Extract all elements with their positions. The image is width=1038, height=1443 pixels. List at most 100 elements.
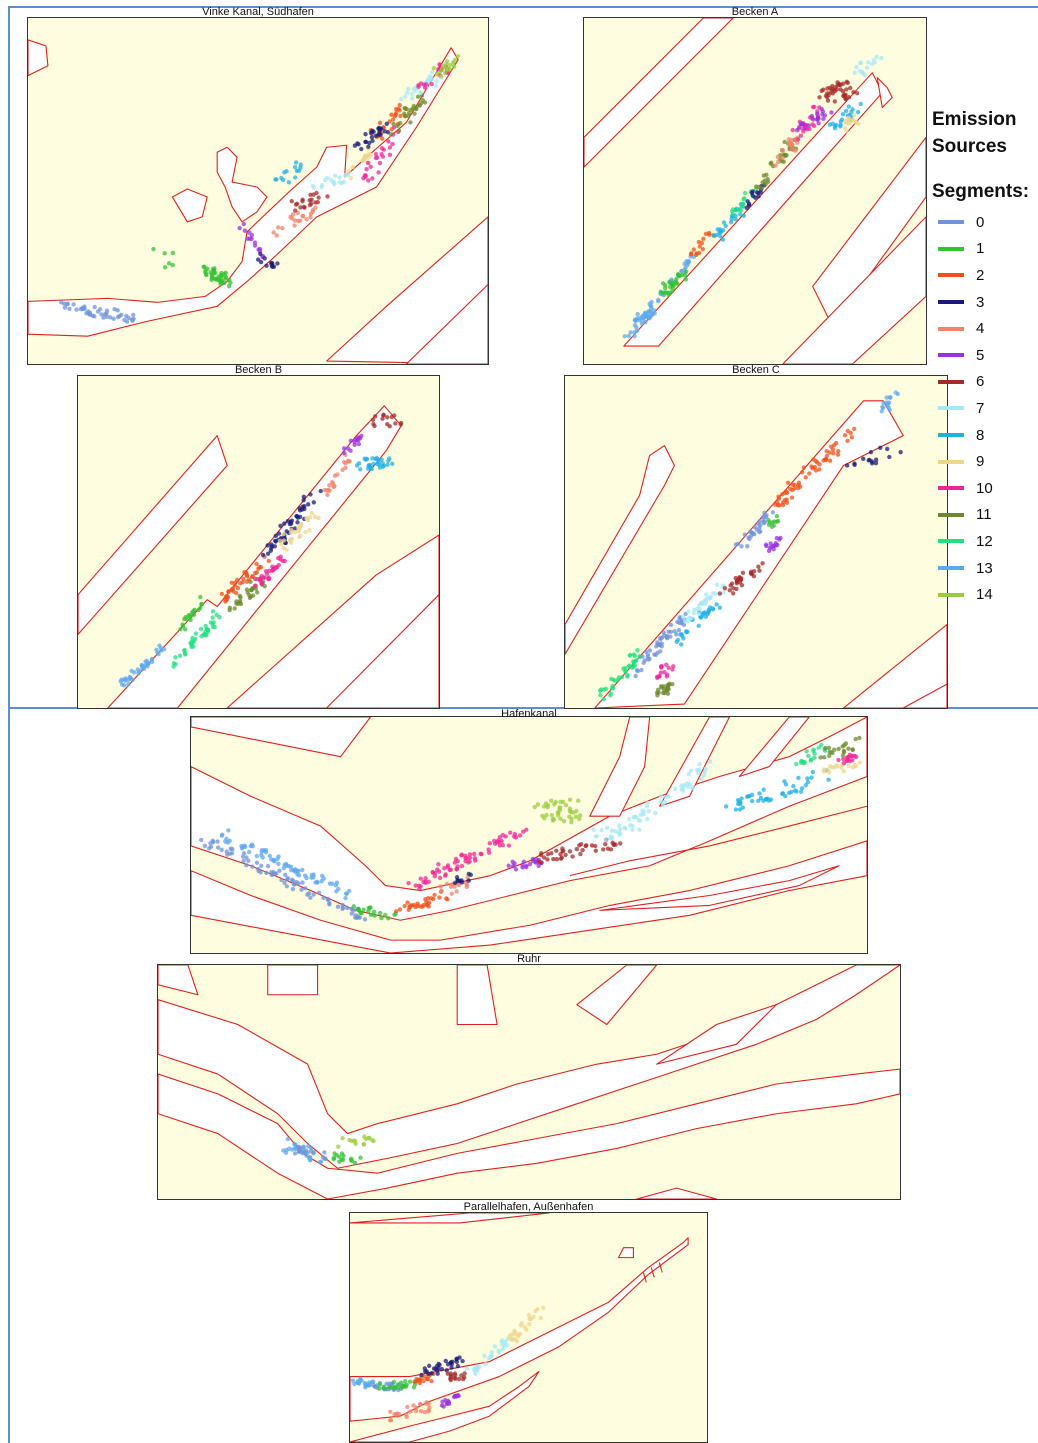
- emission-point: [734, 579, 740, 584]
- emission-point: [154, 647, 159, 652]
- emission-point: [857, 735, 862, 741]
- emission-point: [675, 637, 681, 643]
- emission-point: [420, 97, 425, 103]
- legend-swatch: [938, 379, 964, 384]
- emission-point: [213, 270, 218, 276]
- emission-point: [664, 672, 670, 677]
- emission-point: [815, 115, 821, 121]
- emission-point: [817, 467, 822, 472]
- emission-point: [690, 785, 696, 790]
- emission-point: [280, 558, 285, 563]
- emission-point: [398, 422, 403, 427]
- legend-label: 8: [976, 426, 985, 444]
- emission-point: [704, 596, 710, 601]
- emission-point: [827, 122, 833, 127]
- emission-point: [846, 115, 851, 121]
- emission-point: [331, 180, 336, 185]
- emission-point: [219, 591, 224, 597]
- emission-point: [855, 109, 861, 115]
- emission-point: [365, 160, 371, 166]
- emission-point: [633, 673, 638, 679]
- emission-point: [239, 843, 244, 849]
- emission-point: [515, 1332, 521, 1338]
- legend-swatch: [938, 486, 964, 491]
- emission-point: [437, 895, 442, 900]
- legend-label: 3: [976, 293, 985, 311]
- emission-point: [530, 858, 536, 864]
- emission-point: [821, 87, 826, 92]
- emission-point: [372, 913, 377, 918]
- emission-point: [696, 767, 702, 772]
- emission-point: [782, 139, 787, 145]
- emission-point: [851, 426, 857, 432]
- emission-point: [848, 85, 853, 91]
- emission-point: [570, 854, 575, 859]
- emission-point: [367, 1135, 372, 1141]
- emission-point: [252, 583, 258, 588]
- emission-point: [314, 879, 320, 885]
- emission-point: [836, 448, 841, 454]
- emission-point: [737, 799, 742, 804]
- emission-point: [680, 788, 685, 793]
- emission-point: [714, 232, 719, 238]
- emission-point: [819, 742, 824, 747]
- emission-point: [521, 829, 526, 834]
- emission-point: [635, 328, 640, 333]
- emission-point: [455, 1363, 461, 1369]
- emission-point: [800, 121, 805, 127]
- emission-point: [784, 490, 790, 495]
- emission-point: [244, 587, 250, 592]
- emission-point: [296, 1149, 302, 1154]
- emission-point: [362, 155, 367, 160]
- emission-point: [386, 139, 391, 144]
- emission-point: [198, 626, 204, 632]
- emission-point: [853, 764, 859, 769]
- emission-point: [384, 121, 389, 126]
- emission-point: [678, 615, 683, 620]
- emission-point: [545, 857, 550, 862]
- emission-point: [350, 164, 356, 170]
- emission-point: [232, 606, 237, 611]
- emission-point: [388, 1418, 394, 1423]
- emission-point: [366, 178, 371, 183]
- emission-point: [729, 216, 734, 222]
- emission-point: [472, 856, 478, 861]
- emission-point: [308, 895, 313, 900]
- map-panel-parallelhafen: [349, 1212, 708, 1443]
- emission-point: [536, 859, 541, 864]
- emission-point: [205, 627, 210, 633]
- emission-point: [773, 163, 778, 168]
- emission-point: [246, 849, 252, 855]
- emission-point: [413, 904, 418, 910]
- emission-point: [384, 415, 390, 420]
- emission-point: [455, 877, 460, 883]
- emission-point: [832, 126, 838, 131]
- emission-point: [277, 868, 282, 873]
- emission-point: [513, 835, 519, 840]
- emission-point: [451, 64, 457, 69]
- emission-point: [289, 868, 294, 873]
- emission-point: [299, 521, 304, 527]
- emission-point: [237, 225, 242, 231]
- emission-point: [838, 124, 843, 129]
- emission-point: [517, 833, 523, 838]
- emission-point: [408, 1409, 413, 1414]
- water-area: [158, 965, 900, 1169]
- emission-point: [349, 911, 354, 916]
- emission-point: [322, 1150, 327, 1155]
- emission-point: [660, 281, 666, 286]
- emission-point: [846, 763, 851, 768]
- emission-point: [761, 173, 767, 178]
- panel-title-becken-b: Becken B: [234, 364, 283, 376]
- emission-point: [460, 1358, 465, 1364]
- emission-point: [506, 863, 511, 868]
- emission-point: [244, 855, 249, 860]
- emission-point: [683, 277, 688, 282]
- emission-point: [634, 814, 639, 820]
- emission-point: [258, 870, 263, 875]
- emission-point: [609, 676, 614, 682]
- emission-point: [740, 570, 746, 576]
- emission-point: [406, 86, 411, 91]
- emission-point: [799, 786, 805, 791]
- emission-point: [166, 261, 172, 266]
